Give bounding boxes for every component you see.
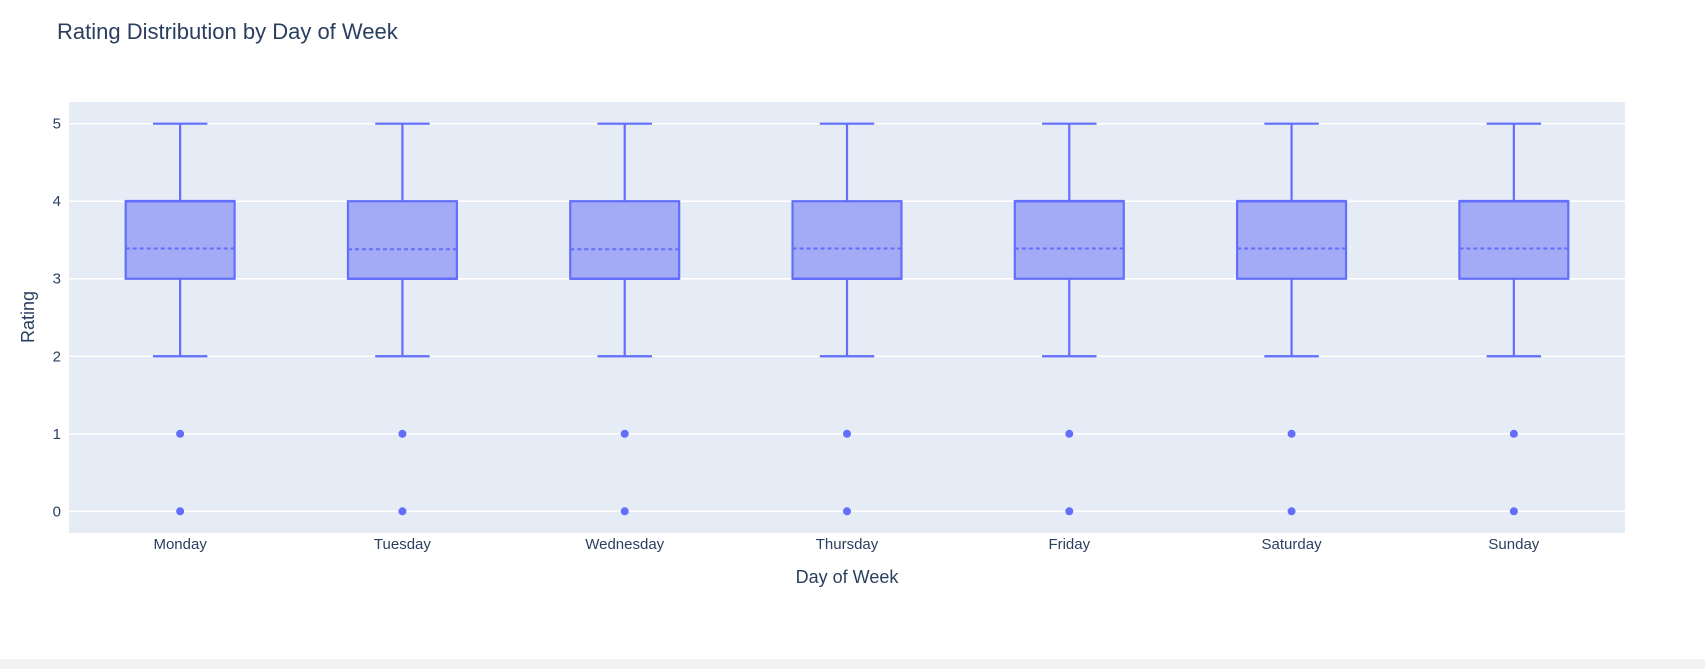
box-series [124, 122, 1570, 516]
outlier-point [398, 507, 407, 516]
outlier-point [843, 429, 851, 438]
outlier-point [398, 429, 407, 438]
y-tick-label: 5 [53, 116, 61, 133]
iqr-box [1458, 200, 1570, 280]
x-tick-label: Monday [153, 536, 207, 553]
y-tick-label: 2 [53, 348, 61, 365]
x-tick-label: Thursday [816, 536, 879, 553]
outlier-point [1065, 429, 1074, 438]
box-thursday [791, 122, 903, 516]
chart-title: Rating Distribution by Day of Week [57, 19, 399, 44]
y-tick-label: 4 [53, 193, 61, 210]
outlier-point [176, 429, 185, 438]
box-tuesday [346, 122, 458, 516]
outlier-point [843, 507, 851, 516]
iqr-box [569, 200, 681, 280]
y-tick-label: 3 [53, 271, 61, 288]
x-axis-title: Day of Week [796, 567, 900, 587]
x-tick-label: Wednesday [585, 536, 664, 553]
x-axis-ticks: Monday Tuesday Wednesday Thursday Friday Satu… [153, 536, 1539, 553]
outlier-point [1509, 507, 1518, 516]
box-saturday [1236, 122, 1348, 516]
box-sunday [1458, 122, 1570, 516]
bottom-bar [0, 659, 1705, 669]
outlier-point [176, 507, 185, 516]
x-tick-label: Saturday [1262, 536, 1323, 553]
y-tick-label: 0 [53, 503, 61, 520]
y-axis-title: Rating [18, 291, 38, 343]
iqr-box [1013, 200, 1125, 280]
y-tick-label: 1 [53, 426, 61, 443]
iqr-box [124, 200, 236, 280]
x-tick-label: Tuesday [374, 536, 431, 553]
outlier-point [620, 507, 629, 516]
outlier-point [1287, 507, 1296, 516]
outlier-point [620, 429, 629, 438]
box-friday [1013, 122, 1125, 516]
iqr-box [346, 200, 458, 280]
outlier-point [1509, 429, 1518, 438]
outlier-point [1065, 507, 1074, 516]
iqr-box [791, 200, 903, 280]
y-axis-ticks: 0 1 2 3 4 5 [53, 116, 61, 521]
box-wednesday [569, 122, 681, 516]
box-monday [124, 122, 236, 516]
iqr-box [1236, 200, 1348, 280]
x-tick-label: Friday [1048, 536, 1090, 553]
x-tick-label: Sunday [1488, 536, 1539, 553]
outlier-point [1287, 429, 1296, 438]
